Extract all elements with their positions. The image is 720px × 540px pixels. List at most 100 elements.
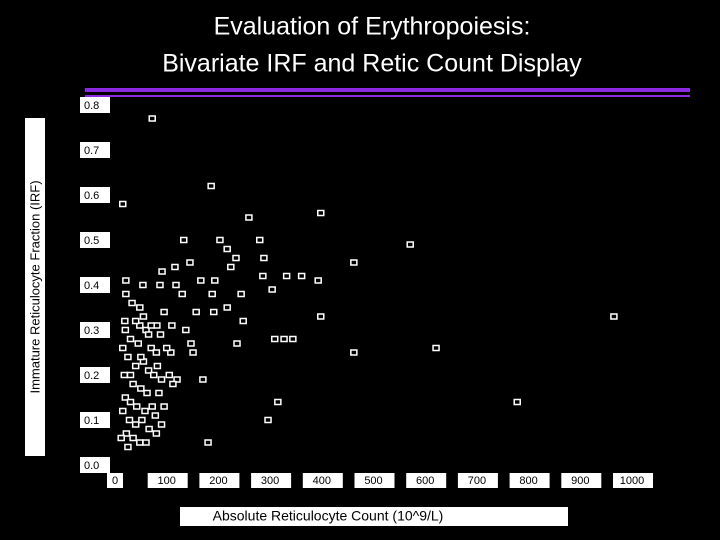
point <box>148 115 156 122</box>
point <box>150 371 158 379</box>
point <box>165 371 174 379</box>
y-tick-label: 0.5 <box>84 235 99 247</box>
point <box>119 407 127 415</box>
point <box>209 308 218 316</box>
point <box>126 335 135 343</box>
point <box>211 277 219 284</box>
y-label-box <box>25 118 45 456</box>
point <box>136 322 144 329</box>
point <box>208 290 216 298</box>
y-tick-label: 0.6 <box>84 190 99 202</box>
point <box>156 281 164 289</box>
point <box>162 344 171 352</box>
point <box>124 353 132 361</box>
y-tick-label: 0.0 <box>84 460 99 472</box>
x-tick-label: 900 <box>571 475 589 487</box>
x-tick-label: 700 <box>468 475 486 487</box>
tick-box <box>457 473 498 488</box>
point <box>271 335 279 343</box>
point <box>136 304 144 311</box>
tick-box <box>302 473 343 488</box>
x-label-box <box>180 507 568 526</box>
point <box>167 349 175 356</box>
point <box>237 290 245 298</box>
x-axis-label: Absolute Reticulocyte Count (10^9/L) <box>213 508 444 524</box>
tick-box <box>613 473 653 488</box>
point <box>178 290 186 298</box>
tick-box <box>80 232 110 248</box>
point <box>131 317 140 325</box>
point <box>120 371 129 379</box>
point <box>126 371 135 379</box>
point <box>152 349 161 356</box>
y-axis-label: Immature Reticulocyte Fraction (IRF) <box>27 180 42 393</box>
point <box>245 214 253 221</box>
tick-box <box>107 473 123 488</box>
y-tick-label: 0.7 <box>84 145 99 157</box>
point <box>129 434 137 442</box>
tick-box <box>199 473 240 488</box>
point <box>268 286 276 293</box>
tick-box <box>80 367 110 383</box>
x-tick-label: 600 <box>416 475 434 487</box>
point <box>160 403 168 410</box>
point <box>192 308 200 316</box>
point <box>141 407 149 415</box>
point <box>199 376 207 383</box>
tick-box <box>80 97 110 113</box>
y-tick-label: 0.8 <box>84 100 99 112</box>
tick-box <box>406 473 447 488</box>
point <box>180 236 188 244</box>
point <box>139 281 147 289</box>
point <box>157 376 166 383</box>
point <box>317 313 325 320</box>
point <box>121 394 130 401</box>
point <box>121 326 130 334</box>
tick-box <box>251 473 292 488</box>
tick-box <box>80 142 110 158</box>
tick-box <box>561 473 602 488</box>
point <box>610 313 618 320</box>
point <box>182 326 190 334</box>
point <box>172 281 180 289</box>
point <box>160 308 168 316</box>
x-tick-label: 1000 <box>620 475 644 487</box>
point <box>147 322 155 329</box>
point <box>137 385 145 392</box>
point <box>239 317 247 325</box>
point <box>264 416 272 424</box>
x-tick-label: 0 <box>112 475 118 487</box>
point <box>189 349 197 356</box>
point <box>157 421 166 428</box>
point <box>216 236 224 244</box>
point <box>289 335 297 343</box>
point <box>143 389 151 397</box>
tick-box <box>354 473 395 488</box>
point <box>232 254 240 262</box>
point <box>173 376 181 383</box>
point <box>144 331 153 338</box>
point <box>256 236 264 244</box>
point <box>169 380 177 388</box>
point <box>126 398 135 406</box>
tick-box <box>80 277 110 293</box>
tick-box <box>80 457 110 473</box>
x-tick-label: 300 <box>261 475 279 487</box>
point <box>152 430 161 437</box>
point <box>204 439 212 446</box>
y-tick-label: 0.3 <box>84 325 99 337</box>
point <box>186 259 194 266</box>
point <box>197 277 205 284</box>
point <box>134 340 143 347</box>
point <box>317 209 325 217</box>
point <box>155 389 163 397</box>
tick-box <box>147 473 188 488</box>
point <box>151 412 160 419</box>
point <box>117 434 125 442</box>
point <box>125 416 134 424</box>
point <box>223 304 231 311</box>
point <box>406 241 414 248</box>
point <box>131 421 140 428</box>
